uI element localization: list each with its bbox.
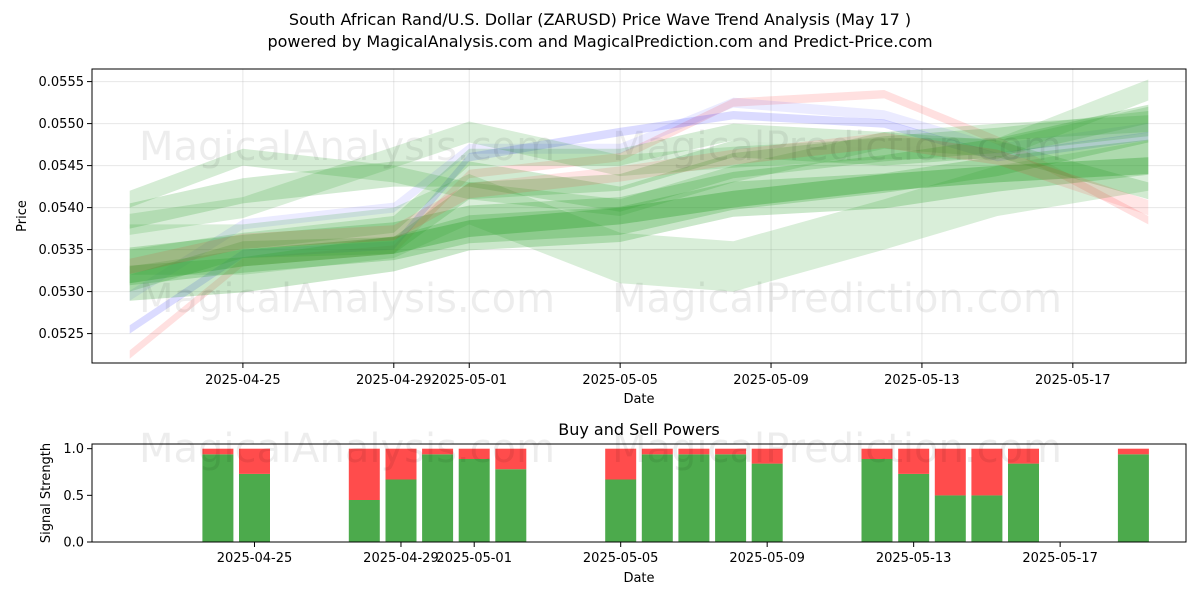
price-wave-band xyxy=(129,140,1149,292)
price-x-tick-label: 2025-05-01 xyxy=(431,373,507,388)
price-wave-band xyxy=(129,97,1149,301)
figure-title: South African Rand/U.S. Dollar (ZARUSD) … xyxy=(288,10,912,29)
sell-bar xyxy=(385,448,417,480)
powers-x-tick-label: 2025-05-17 xyxy=(1022,551,1098,566)
powers-x-tick-label: 2025-05-01 xyxy=(436,551,512,566)
buy-bar xyxy=(641,454,673,542)
powers-y-tick-label: 0.5 xyxy=(63,489,84,504)
price-x-tick-label: 2025-05-13 xyxy=(884,373,960,388)
sell-bar xyxy=(971,448,1003,496)
powers-y-tick-label: 1.0 xyxy=(63,442,84,457)
buy-bar xyxy=(348,500,380,542)
powers-plot-frame xyxy=(91,443,1187,543)
price-wave-band xyxy=(129,132,1149,274)
price-wave-band xyxy=(129,104,1149,286)
price-y-tick-label: 0.0535 xyxy=(39,243,85,258)
price-x-ticks: 2025-04-25 2025-04-29 2025-05-01 2025-05-05… xyxy=(205,363,1111,388)
sell-bar xyxy=(678,448,710,455)
buy-bar xyxy=(605,479,637,542)
sell-bar xyxy=(202,448,234,455)
price-y-tick-label: 0.0550 xyxy=(39,117,85,132)
sell-bar xyxy=(239,448,270,474)
buy-bar xyxy=(422,454,454,542)
sell-bar xyxy=(1117,448,1149,455)
price-wave-band xyxy=(129,79,1149,235)
buy-bar xyxy=(1117,454,1149,542)
buy-bar xyxy=(715,454,747,542)
watermark-top-3: MagicalAnalysis.com xyxy=(139,276,555,322)
buy-bar xyxy=(458,458,490,542)
watermark-top-4: MagicalPrediction.com xyxy=(612,276,1062,322)
powers-y-tick-label: 0.0 xyxy=(63,536,84,551)
price-wave-band xyxy=(129,157,1149,284)
price-x-tick-label: 2025-04-25 xyxy=(205,373,281,388)
powers-x-tick-label: 2025-04-29 xyxy=(363,551,439,566)
price-x-tick-label: 2025-05-09 xyxy=(733,373,809,388)
buy-bar xyxy=(898,473,930,542)
price-x-tick-label: 2025-05-17 xyxy=(1035,373,1111,388)
sell-bar xyxy=(605,448,637,480)
buy-bar xyxy=(861,458,893,542)
price-y-tick-label: 0.0525 xyxy=(39,327,85,342)
sell-bar xyxy=(1008,448,1039,464)
powers-chart-title: Buy and Sell Powers xyxy=(558,420,720,439)
watermark-top-1: MagicalAnalysis.com xyxy=(139,124,555,170)
price-gridlines xyxy=(92,69,1186,363)
buy-bar xyxy=(202,454,234,542)
price-wave-bands xyxy=(129,79,1149,359)
buy-bar xyxy=(678,454,710,542)
sell-bar xyxy=(751,448,783,464)
price-x-axis-label: Date xyxy=(623,392,654,407)
sell-bar xyxy=(715,448,747,455)
sell-bar xyxy=(422,448,454,455)
buy-bar xyxy=(239,473,270,542)
price-wave-band xyxy=(129,140,1149,292)
sell-bar xyxy=(934,448,966,496)
powers-x-tick-label: 2025-05-09 xyxy=(729,551,805,566)
watermark-bottom-2: MagicalPrediction.com xyxy=(612,426,1062,472)
price-y-ticks: 0.0525 0.0530 0.0535 0.0540 0.0545 0.0550 0.05… xyxy=(39,75,92,342)
price-x-tick-label: 2025-05-05 xyxy=(582,373,658,388)
powers-x-tick-label: 2025-04-25 xyxy=(217,551,293,566)
powers-y-ticks: 0.0 0.5 1.0 xyxy=(63,442,92,551)
buy-bar xyxy=(495,469,527,542)
watermark-top-2: MagicalPrediction.com xyxy=(612,124,1062,170)
price-x-tick-label: 2025-04-29 xyxy=(356,373,432,388)
buy-bar xyxy=(385,479,417,542)
buy-bar xyxy=(751,463,783,542)
sell-bar xyxy=(641,448,673,455)
watermark-bottom-1: MagicalAnalysis.com xyxy=(139,426,555,472)
powers-x-tick-label: 2025-05-13 xyxy=(876,551,952,566)
price-wave-band xyxy=(129,111,1149,229)
powers-x-tick-label: 2025-05-05 xyxy=(583,551,659,566)
powers-x-axis-label: Date xyxy=(623,571,654,586)
sell-bar xyxy=(898,448,930,474)
price-plot-frame xyxy=(91,68,1187,364)
powers-y-axis-label: Signal Strength xyxy=(39,443,54,543)
price-y-axis-label: Price xyxy=(15,200,30,232)
price-wave-band xyxy=(129,115,1149,216)
sell-bar xyxy=(861,448,893,459)
buy-bar xyxy=(1008,463,1039,542)
price-y-tick-label: 0.0545 xyxy=(39,159,85,174)
sell-bar xyxy=(458,448,490,459)
sell-bar xyxy=(495,448,527,470)
price-y-tick-label: 0.0540 xyxy=(39,201,85,216)
sell-bar xyxy=(348,448,380,500)
powers-bars xyxy=(202,448,1149,542)
price-wave-band xyxy=(129,106,1149,267)
price-y-tick-label: 0.0530 xyxy=(39,285,85,300)
price-wave-band xyxy=(129,139,1149,301)
figure-subtitle: powered by MagicalAnalysis.com and Magic… xyxy=(267,32,933,51)
buy-bar xyxy=(934,495,966,542)
price-y-tick-label: 0.0555 xyxy=(39,75,85,90)
buy-bar xyxy=(971,495,1003,542)
